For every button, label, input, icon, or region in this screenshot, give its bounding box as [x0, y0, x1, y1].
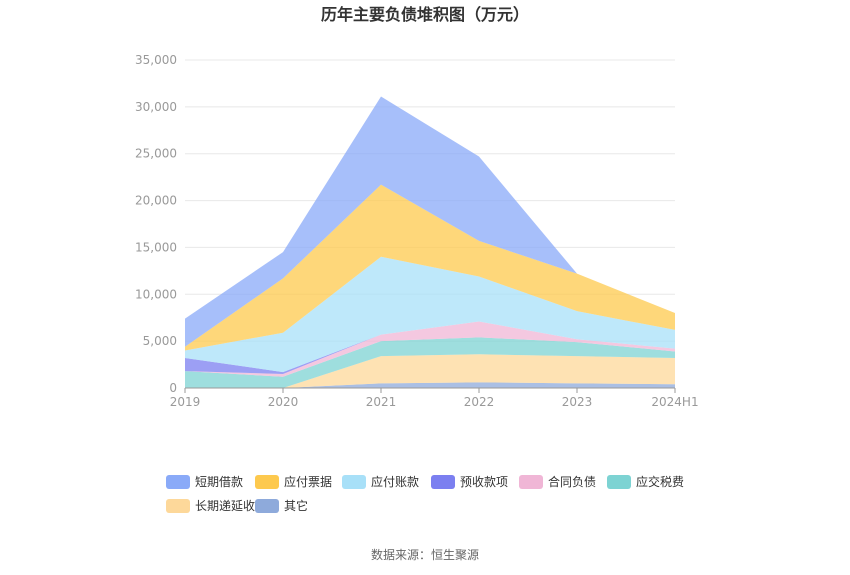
legend-label: 应付票据 — [284, 474, 332, 489]
legend-item[interactable]: 应交税费 — [607, 474, 684, 489]
legend-swatch — [166, 475, 190, 489]
y-tick-label: 15,000 — [135, 240, 177, 254]
area-其它 — [185, 382, 675, 388]
legend-label: 预收款项 — [460, 475, 508, 489]
legend-label: 其它 — [284, 498, 308, 513]
legend-label: 合同负债 — [548, 474, 596, 489]
y-tick-label: 20,000 — [135, 194, 177, 208]
axes: 2019 2020 2021 2022 2023 2024H1 — [170, 387, 699, 409]
legend-label: 短期借款 — [195, 475, 243, 489]
x-tick-label: 2020 — [268, 395, 299, 409]
legend-item[interactable]: 长期递延收益 — [166, 499, 267, 513]
area-应付票据 — [185, 184, 675, 351]
area-应付账款 — [185, 256, 675, 373]
area-合同负债 — [185, 321, 675, 377]
legend-swatch — [607, 475, 631, 489]
y-tick-label: 30,000 — [135, 100, 177, 114]
area-series — [185, 96, 675, 388]
legend-item[interactable]: 预收款项 — [431, 475, 508, 489]
legend-label: 长期递延收益 — [195, 499, 267, 513]
y-tick-label: 0 — [169, 381, 177, 395]
area-长期递延收益 — [185, 354, 675, 388]
legend-swatch — [431, 475, 455, 489]
y-tick-label: 35,000 — [135, 53, 177, 67]
x-tick-label: 2022 — [464, 395, 495, 409]
y-tick-label: 10,000 — [135, 287, 177, 301]
y-tick-label: 5,000 — [143, 334, 177, 348]
area-预收款项 — [185, 321, 675, 374]
source-label: 数据来源：恒生聚源 — [371, 547, 479, 562]
legend-swatch — [255, 475, 279, 489]
legend-label: 应交税费 — [636, 474, 684, 489]
legend-item[interactable]: 应付票据 — [255, 474, 332, 489]
legend-swatch — [342, 475, 366, 489]
legend-item[interactable]: 其它 — [255, 498, 308, 513]
legend-swatch — [255, 499, 279, 513]
x-tick-label: 2023 — [562, 395, 593, 409]
x-tick-label: 2021 — [366, 395, 397, 409]
legend-swatch — [166, 499, 190, 513]
y-tick-label: 25,000 — [135, 147, 177, 161]
legend-label: 应付账款 — [371, 474, 419, 489]
x-tick-label: 2024H1 — [651, 395, 698, 409]
legend-item[interactable]: 应付账款 — [342, 474, 419, 489]
grid-lines: 0 5,000 10,000 15,000 20,000 25,000 30,000 35,0… — [135, 53, 675, 395]
legend-item[interactable]: 合同负债 — [519, 474, 596, 489]
area-短期借款 — [185, 96, 675, 347]
area-应交税费 — [185, 337, 675, 388]
legend-item[interactable]: 短期借款 — [166, 475, 243, 489]
legend-swatch — [519, 475, 543, 489]
x-tick-label: 2019 — [170, 395, 201, 409]
chart-title: 历年主要负债堆积图（万元） — [321, 5, 529, 24]
